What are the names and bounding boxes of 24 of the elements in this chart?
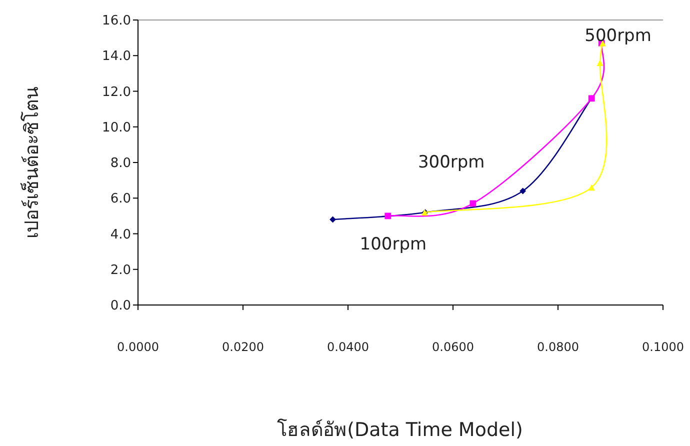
x-tick-label: 0.0000 [117,340,159,354]
y-tick-label: 0.0 [110,298,131,314]
x-axis-title: โฮลด์อัพ(Data Time Model) [277,418,523,441]
point [384,212,392,220]
y-tick-label: 10.0 [102,120,131,136]
y-tick-label: 8.0 [110,156,131,171]
y-tick-label: 2.0 [110,262,131,278]
x-tick-label: 0.0400 [327,340,369,354]
y-tick-label: 4.0 [110,227,131,242]
x-tick-label: 0.0200 [222,340,264,354]
y-tick-label: 12.0 [102,84,131,100]
x-tick-label: 0.0600 [432,340,474,354]
y-tick-label: 6.0 [110,192,131,207]
y-axis-title: เปอร์เซ็นต์อะซิโตน [19,86,43,238]
x-tick-label: 0.0800 [537,340,579,354]
series-label: 500rpm [584,26,652,46]
y-tick-label: 16.0 [102,14,131,28]
y-tick-label: 14.0 [102,49,131,64]
point [596,60,604,66]
series-label: 300rpm [418,152,485,172]
series-label: 100rpm [360,234,427,254]
point [588,184,595,191]
x-tick-label: 0.1000 [642,340,684,354]
point [520,188,526,194]
